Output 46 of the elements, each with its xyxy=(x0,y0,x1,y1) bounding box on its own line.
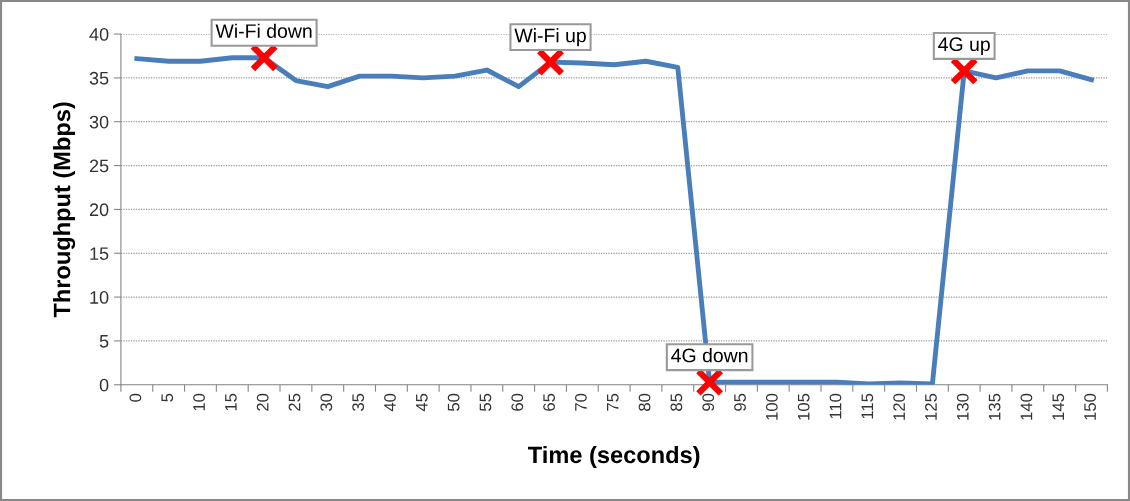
y-tick-label: 15 xyxy=(90,247,109,260)
y-axis-title: Throughput (Mbps) xyxy=(53,102,76,318)
y-tick-label: 0 xyxy=(99,378,109,392)
x-tick-label: 50 xyxy=(447,393,460,411)
annotation: Wi-Fi down xyxy=(215,23,312,38)
x-tick-label: 75 xyxy=(607,393,619,411)
y-tick-label: 20 xyxy=(89,203,109,217)
y-tick-label: 30 xyxy=(89,115,109,129)
x-tick-label: 95 xyxy=(734,393,746,411)
x-tick-label: 25 xyxy=(288,393,301,411)
x-tick-label: 55 xyxy=(479,393,492,411)
x-tick-label: 40 xyxy=(384,393,396,412)
x-axis-title: Time (seconds) xyxy=(528,445,700,468)
x-tick-label: 90 xyxy=(702,393,715,411)
x-tick-label: 80 xyxy=(638,393,651,411)
x-tick-label: 70 xyxy=(575,393,587,411)
x-tick-label: 115 xyxy=(861,393,874,419)
x-tick-label: 30 xyxy=(320,393,333,411)
y-tick-label: 5 xyxy=(99,335,109,348)
annotation: 4G down xyxy=(671,348,748,363)
x-tick-label: 20 xyxy=(256,393,269,411)
x-tick-label: 15 xyxy=(225,393,237,411)
x-tick-label: 130 xyxy=(956,393,969,420)
y-tick-label: 35 xyxy=(89,71,109,85)
x-tick-label: 85 xyxy=(670,393,683,411)
x-tick-label: 45 xyxy=(416,393,428,412)
annotation: 4G up xyxy=(938,37,990,55)
x-tick-label: 110 xyxy=(829,393,842,419)
x-tick-label: 5 xyxy=(161,393,174,402)
x-tick-label: 125 xyxy=(925,393,937,420)
y-tick-label: 10 xyxy=(90,291,109,304)
x-tick-label: 10 xyxy=(193,393,205,411)
x-tick-label: 140 xyxy=(1020,393,1033,420)
x-tick-label: 135 xyxy=(988,393,1001,420)
x-tick-label: 120 xyxy=(893,393,906,420)
x-tick-label: 0 xyxy=(129,393,142,402)
x-tick-label: 65 xyxy=(543,393,555,411)
x-tick-label: 105 xyxy=(797,393,810,420)
y-tick-label: 40 xyxy=(89,28,109,41)
x-tick-label: 35 xyxy=(352,393,365,411)
y-tick-label: 25 xyxy=(89,159,109,173)
x-tick-label: 145 xyxy=(1052,393,1065,420)
x-tick-label: 100 xyxy=(765,393,778,420)
x-tick-label: 150 xyxy=(1084,393,1096,420)
x-tick-label: 60 xyxy=(511,393,524,411)
annotation: Wi-Fi up xyxy=(514,28,586,47)
